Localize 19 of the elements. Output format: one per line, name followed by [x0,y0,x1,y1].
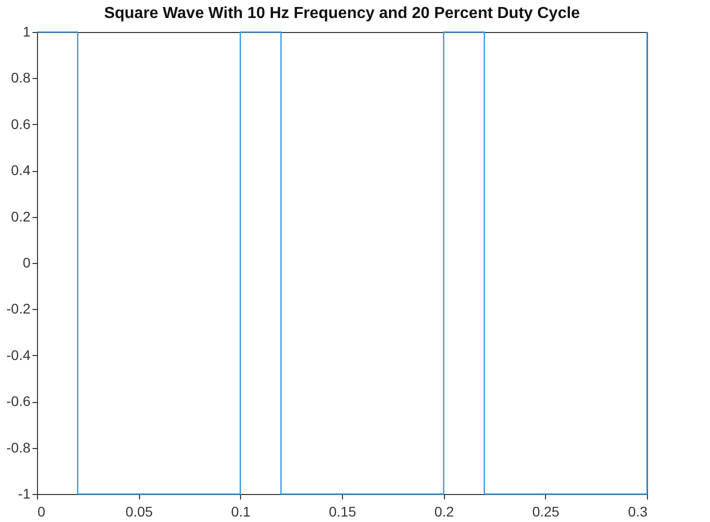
y-tick-label: 1 [22,24,31,40]
x-tick-label: 0.05 [126,504,154,520]
y-tick-label: 0.6 [11,116,31,132]
x-tick-label: 0.15 [328,504,356,520]
x-tick-label: 0.2 [434,504,454,520]
y-tick-label: -1 [18,486,31,502]
chart-title: Square Wave With 10 Hz Frequency and 20 Percent Duty Cycle [104,5,580,22]
y-tick-label: -0.8 [6,439,31,456]
y-tick-label: -0.2 [6,300,31,317]
y-tick-label: -0.4 [6,346,31,363]
x-tick-label: 0.3 [628,504,648,520]
y-tick-label: 0 [22,254,31,270]
y-tick-label: 0.2 [11,208,31,224]
x-tick-label: 0.25 [532,504,560,520]
y-tick-label: 0.4 [11,162,31,178]
y-tick-label: 0.8 [11,70,31,86]
x-tick-label: 0 [38,504,46,520]
y-tick-label: -0.6 [6,393,31,410]
x-tick-label: 0.1 [231,504,251,520]
